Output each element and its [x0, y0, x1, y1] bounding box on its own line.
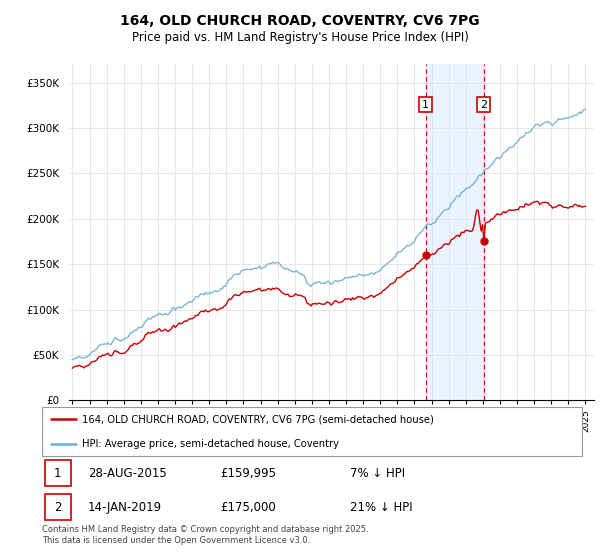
Text: 14-JAN-2019: 14-JAN-2019 — [88, 501, 162, 514]
FancyBboxPatch shape — [45, 460, 71, 486]
Text: 2: 2 — [480, 100, 487, 110]
Text: 164, OLD CHURCH ROAD, COVENTRY, CV6 7PG (semi-detached house): 164, OLD CHURCH ROAD, COVENTRY, CV6 7PG … — [83, 414, 434, 424]
Text: Price paid vs. HM Land Registry's House Price Index (HPI): Price paid vs. HM Land Registry's House … — [131, 31, 469, 44]
Text: 164, OLD CHURCH ROAD, COVENTRY, CV6 7PG: 164, OLD CHURCH ROAD, COVENTRY, CV6 7PG — [120, 14, 480, 28]
Text: 1: 1 — [54, 467, 61, 480]
Text: Contains HM Land Registry data © Crown copyright and database right 2025.
This d: Contains HM Land Registry data © Crown c… — [42, 525, 368, 545]
Text: 21% ↓ HPI: 21% ↓ HPI — [350, 501, 412, 514]
Text: 28-AUG-2015: 28-AUG-2015 — [88, 467, 167, 480]
Bar — [425, 64, 484, 400]
FancyBboxPatch shape — [42, 407, 582, 456]
Point — [421, 251, 430, 260]
FancyBboxPatch shape — [45, 494, 71, 520]
Text: £159,995: £159,995 — [220, 467, 276, 480]
Text: £175,000: £175,000 — [220, 501, 276, 514]
Text: 7% ↓ HPI: 7% ↓ HPI — [350, 467, 405, 480]
Text: HPI: Average price, semi-detached house, Coventry: HPI: Average price, semi-detached house,… — [83, 439, 340, 449]
Point — [479, 237, 488, 246]
Text: 1: 1 — [422, 100, 429, 110]
Text: 2: 2 — [54, 501, 61, 514]
